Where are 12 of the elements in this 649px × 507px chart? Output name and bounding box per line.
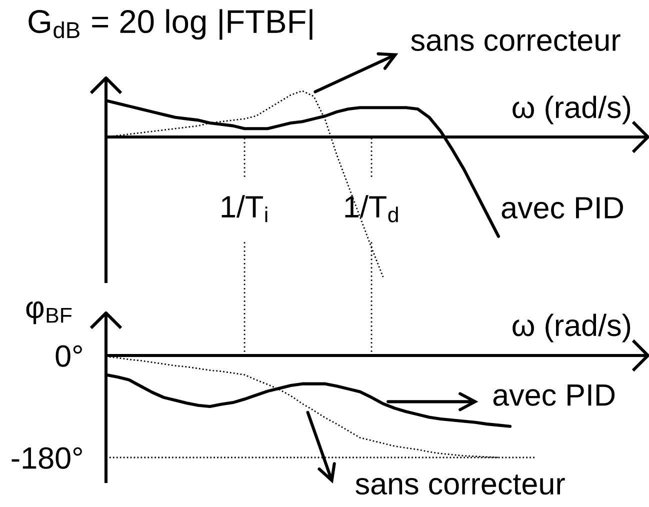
annotation: avec PID [502, 197, 624, 219]
annotation: sans correcteur [356, 474, 565, 495]
y-axis-title: φ$_{BF}$ [26, 301, 72, 324]
y-axis-title: G$_{dB}$ = 20 log |FTBF| [28, 9, 312, 40]
y-tick-label: 0° [56, 345, 82, 367]
annotation: avec PID [493, 384, 615, 406]
y-tick-label: -180° [12, 447, 82, 469]
x-tick-label: 1/T$_{i}$ [222, 195, 268, 222]
x-tick-label: 1/T$_{d}$ [345, 195, 398, 222]
x-axis-title: ω (rad/s) [512, 96, 630, 124]
x-axis-title: ω (rad/s) [512, 314, 630, 342]
text: sans correcteur [411, 30, 620, 51]
